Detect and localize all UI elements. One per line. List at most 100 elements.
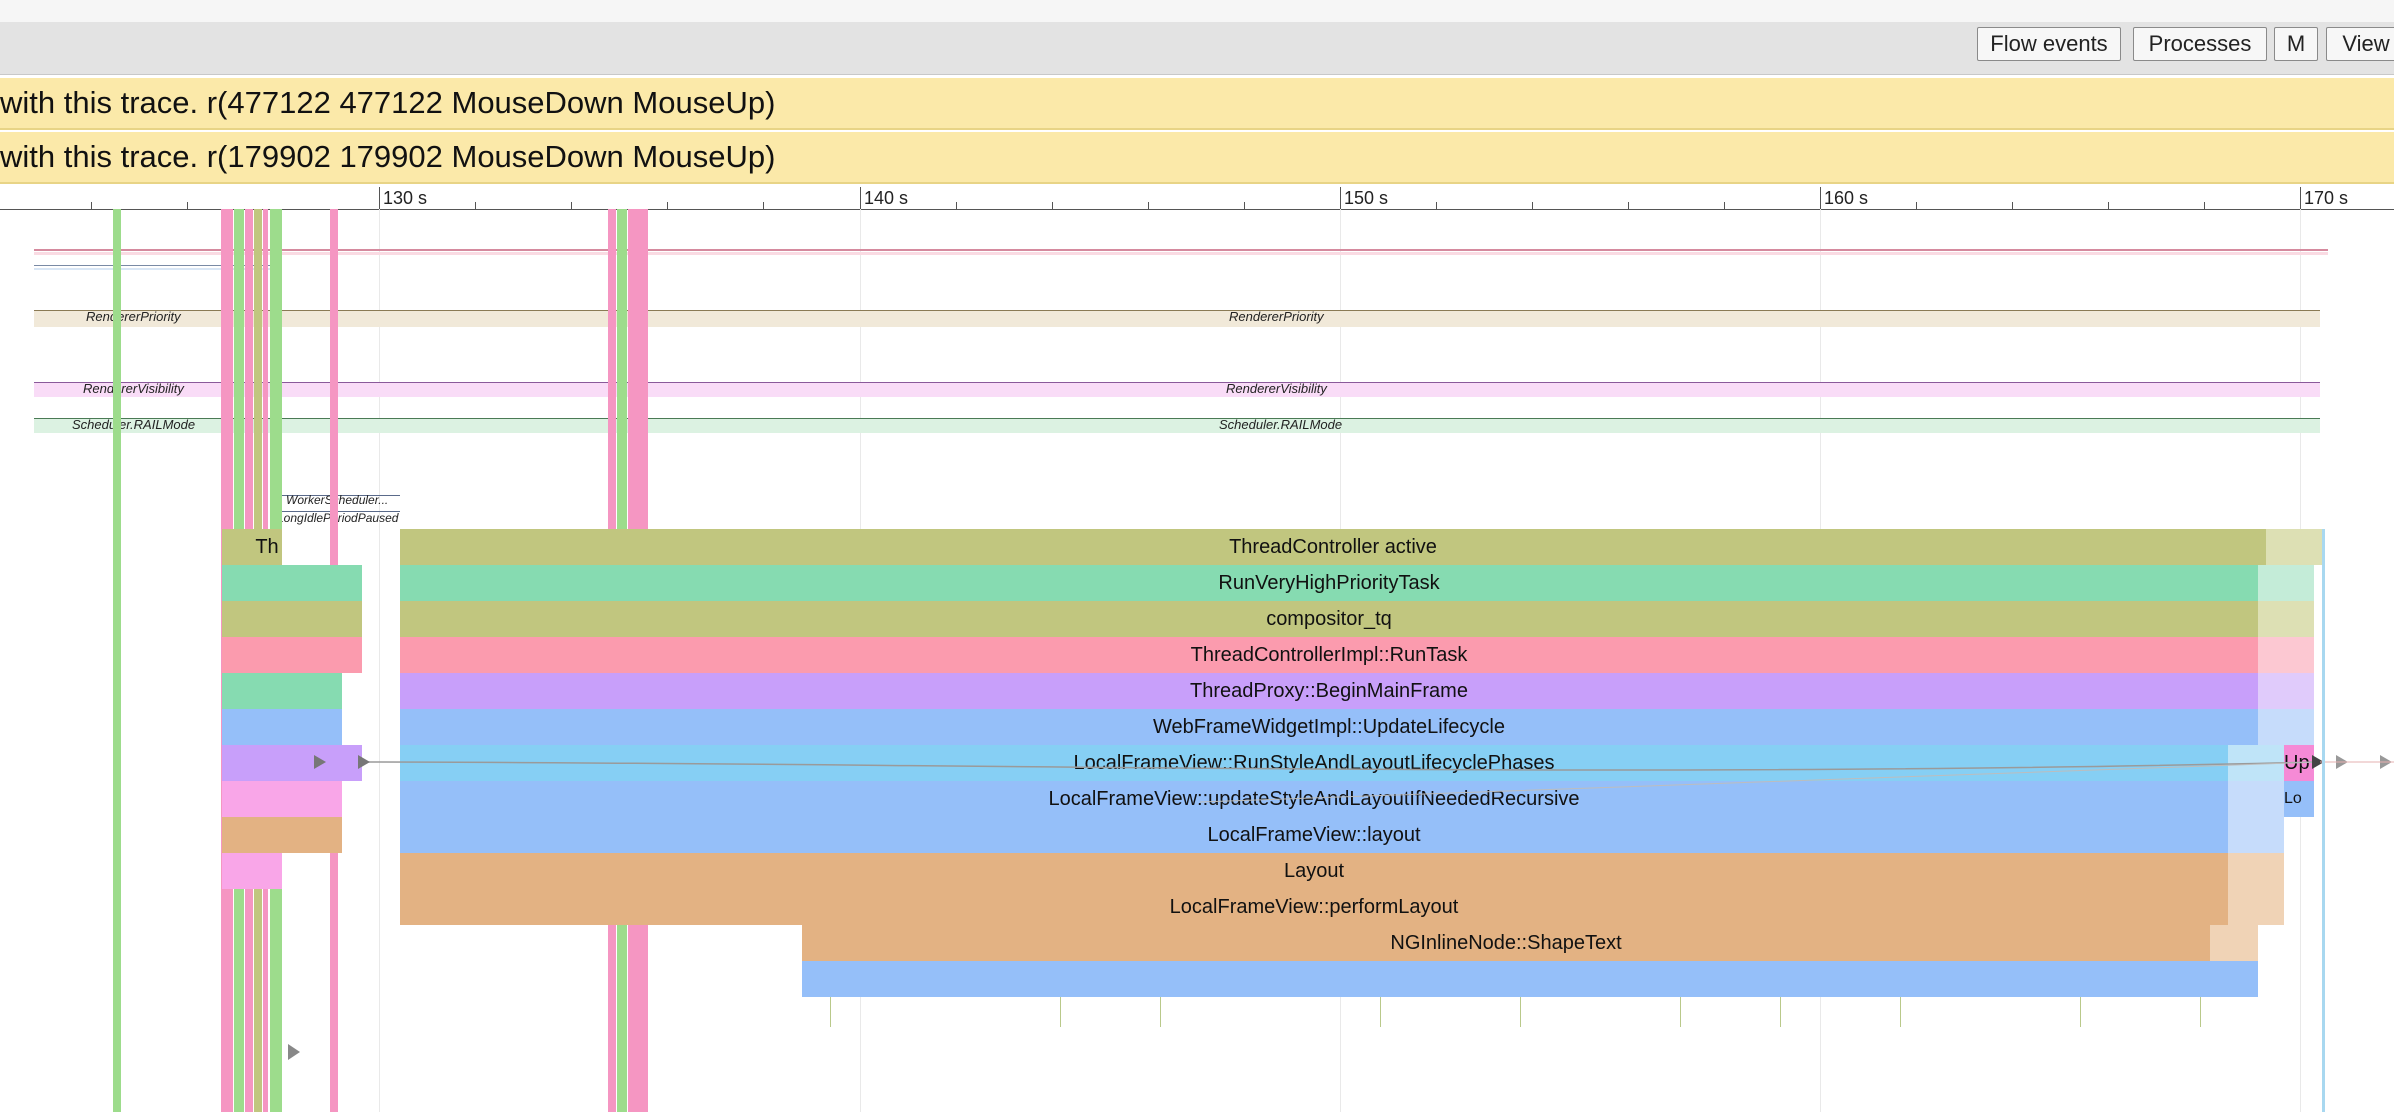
event-tick — [1680, 997, 1681, 1027]
track-line — [34, 249, 2328, 251]
track-line — [276, 495, 400, 496]
track-line — [34, 418, 2320, 419]
slice-block[interactable] — [2258, 673, 2314, 709]
track-label: Scheduler.RAILMode — [1219, 417, 1343, 432]
ruler-minor-tick — [571, 202, 572, 209]
ruler-tick-label: 150 s — [1344, 188, 1389, 208]
track-line — [276, 511, 400, 512]
event-tick — [2200, 997, 2201, 1027]
ruler-minor-tick — [1436, 202, 1437, 209]
slice-block[interactable] — [2258, 601, 2314, 637]
slice-block[interactable] — [222, 853, 282, 889]
track-label: Scheduler.RAILMode — [72, 417, 196, 432]
slice-block[interactable] — [222, 565, 362, 601]
slice-block[interactable] — [222, 745, 362, 781]
ruler-minor-tick — [1532, 202, 1533, 209]
track-line — [34, 382, 2320, 383]
ruler-minor-tick — [1724, 202, 1725, 209]
slice-run-very-high-priority-task[interactable]: RunVeryHighPriorityTask — [400, 565, 2258, 601]
slice-update-lifecycle[interactable]: WebFrameWidgetImpl::UpdateLifecycle — [400, 709, 2258, 745]
renderer-priority-track[interactable] — [34, 311, 2320, 327]
slice-perform-layout[interactable]: LocalFrameView::performLayout — [400, 889, 2228, 925]
ruler-tick-label: 160 s — [1824, 188, 1869, 208]
ruler-major-tick — [2300, 187, 2301, 209]
track-label: RendererPriority — [1229, 309, 1324, 324]
event-tick — [1780, 997, 1781, 1027]
renderer-visibility-track[interactable] — [34, 383, 2320, 397]
slice-block[interactable] — [222, 673, 342, 709]
event-tick — [1520, 997, 1521, 1027]
track-line — [34, 252, 2328, 255]
slice-layout-short[interactable]: Lo — [2284, 781, 2314, 817]
slice-layout[interactable]: Layout — [400, 853, 2228, 889]
slice-thread-controller-short[interactable]: Th — [252, 529, 282, 565]
event-column — [113, 209, 121, 1112]
track-line — [34, 310, 2320, 311]
slice-block[interactable] — [2258, 637, 2314, 673]
top-strip — [0, 0, 2394, 23]
slice-block[interactable] — [2228, 817, 2284, 853]
event-tick — [1060, 997, 1061, 1027]
event-tick — [1160, 997, 1161, 1027]
event-tick — [1900, 997, 1901, 1027]
flow-arrows — [314, 755, 2394, 803]
slice-thread-controller-active[interactable]: ThreadController active — [400, 529, 2266, 565]
ruler-minor-tick — [187, 202, 188, 209]
ruler-minor-tick — [667, 202, 668, 209]
ruler-minor-tick — [1244, 202, 1245, 209]
slice-block[interactable] — [2266, 529, 2322, 565]
ruler-major-tick — [379, 187, 380, 209]
track-label: RendererVisibility — [83, 381, 184, 396]
processes-button[interactable]: Processes — [2133, 27, 2267, 61]
slice-block[interactable] — [222, 601, 362, 637]
track-label: RendererPriority — [86, 309, 181, 324]
slice-block[interactable] — [2228, 781, 2284, 817]
slice-block[interactable] — [222, 781, 342, 817]
ruler-minor-tick — [1628, 202, 1629, 209]
ruler-minor-tick — [91, 202, 92, 209]
slice-unnamed[interactable] — [802, 961, 2258, 997]
ruler-minor-tick — [2012, 202, 2013, 209]
ruler-minor-tick — [956, 202, 957, 209]
slice-frame-view-layout[interactable]: LocalFrameView::layout — [400, 817, 2228, 853]
flow-arrow — [288, 1044, 300, 1060]
slice-block[interactable] — [222, 637, 362, 673]
ruler-minor-tick — [2108, 202, 2109, 209]
track-label: RendererVisibility — [1226, 381, 1327, 396]
ruler-tick-label: 140 s — [864, 188, 909, 208]
grid-line — [379, 209, 380, 1112]
slice-shape-text[interactable]: NGInlineNode::ShapeText — [802, 925, 2210, 961]
ruler-minor-tick — [763, 202, 764, 209]
track-line — [34, 268, 274, 270]
rail-mode-track[interactable] — [34, 419, 2320, 433]
event-column — [2322, 529, 2325, 1112]
metadata-button[interactable]: M — [2274, 27, 2318, 61]
slice-block[interactable] — [222, 817, 342, 853]
slice-block[interactable] — [2228, 853, 2284, 889]
event-tick — [1380, 997, 1381, 1027]
ruler-minor-tick — [475, 202, 476, 209]
ruler-minor-tick — [1916, 202, 1917, 209]
ruler-minor-tick — [2204, 202, 2205, 209]
trace-alert-banner[interactable]: with this trace. r(477122 477122 MouseDo… — [0, 78, 2394, 130]
trace-alert-banner[interactable]: with this trace. r(179902 179902 MouseDo… — [0, 132, 2394, 184]
event-tick — [830, 997, 831, 1027]
ruler-major-tick — [1820, 187, 1821, 209]
slice-block[interactable] — [2210, 925, 2258, 961]
ruler-major-tick — [1340, 187, 1341, 209]
slice-block[interactable] — [2258, 709, 2314, 745]
view-options-button[interactable]: View — [2326, 27, 2394, 61]
slice-block[interactable] — [2258, 565, 2314, 601]
slice-block[interactable] — [222, 709, 342, 745]
ruler-major-tick — [860, 187, 861, 209]
slice-thread-controller-run-task[interactable]: ThreadControllerImpl::RunTask — [400, 637, 2258, 673]
flow-events-button[interactable]: Flow events — [1977, 27, 2121, 61]
ruler-tick-label: 170 s — [2304, 188, 2349, 208]
track-line — [34, 265, 274, 266]
ruler-minor-tick — [1148, 202, 1149, 209]
event-tick — [2080, 997, 2081, 1027]
slice-block[interactable] — [2228, 889, 2284, 925]
time-ruler[interactable]: 130 s 140 s 150 s 160 s 170 s — [0, 187, 2394, 210]
slice-compositor-tq[interactable]: compositor_tq — [400, 601, 2258, 637]
slice-begin-main-frame[interactable]: ThreadProxy::BeginMainFrame — [400, 673, 2258, 709]
